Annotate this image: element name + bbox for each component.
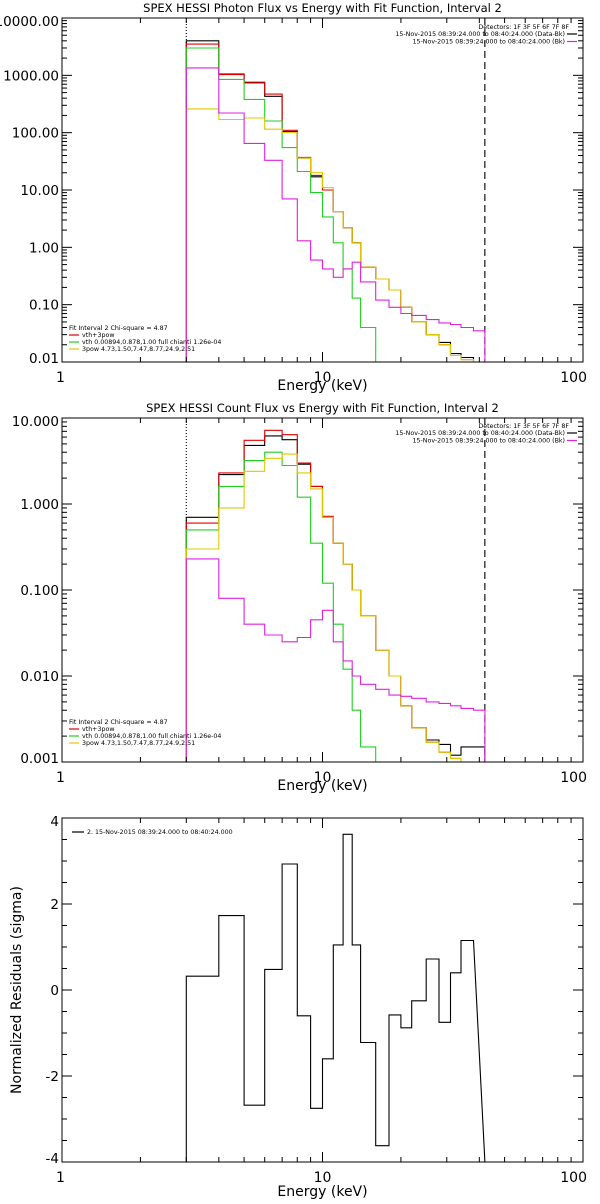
y-tick-label: 0 [50, 983, 59, 999]
x-axis-label: Energy (keV) [277, 778, 367, 794]
series-line-3 [185, 47, 485, 362]
x-axis-label: Energy (keV) [277, 378, 367, 394]
x-tick-label: 100 [560, 1170, 587, 1186]
y-axis: -4 -2 0 2 4 [46, 814, 583, 1167]
y-tick-label: 100.00 [12, 126, 59, 142]
legend-heading: Detectors: 1F 3F 5F 6F 7F 8F [478, 423, 569, 430]
legend-entry-label: vth 0.00894,0.878,1.00 full chianti 1.26… [82, 339, 221, 346]
chart-panel-3: 1 10 100 Energy (keV) -4 -2 0 2 4 Normalized Resi… [9, 814, 587, 1200]
series-line-5 [185, 67, 486, 362]
series-line-5 [185, 558, 486, 762]
legend-bottom: Fit Interval 2 Chi-square = 4.87vth+3pow… [69, 719, 221, 747]
y-axis-label: Normalized Residuals (sigma) [9, 886, 25, 1094]
chart-panel-1: SPEX HESSI Photon Flux vs Energy with Fi… [0, 1, 587, 394]
series-group [185, 418, 486, 762]
series-line-4 [185, 453, 485, 762]
x-tick-label: 10 [314, 370, 332, 386]
legend-top: Detectors: 1F 3F 5F 6F 7F 8F15-Nov-2015 … [395, 423, 577, 445]
x-tick-label: 10 [314, 770, 332, 786]
y-axis: 0.01 0.10 1.00 10.00 100.00 1000.00 10000.00 [0, 14, 583, 367]
y-tick-label: 0.01 [29, 351, 59, 367]
legend-entry-label: 3pow 4.73,1.50,7.47,8.77,24.9,2.51 [82, 346, 195, 353]
chart-panel-2: SPEX HESSI Count Flux vs Energy with Fit… [12, 401, 587, 794]
y-tick-label: -2 [46, 1069, 59, 1085]
legend-entry-label: vth+3pow [82, 726, 114, 733]
y-tick-label: 0.001 [20, 751, 59, 767]
legend-entry-label: 3pow 4.73,1.50,7.47,8.77,24.9,2.51 [82, 740, 195, 747]
y-tick-label: 4 [50, 814, 59, 830]
legend-heading: Detectors: 1F 3F 5F 6F 7F 8F [478, 24, 569, 31]
legend-entry-label: 15-Nov-2015 08:39:24.000 to 08:40:24.000… [412, 39, 565, 46]
y-tick-label: 0.010 [20, 669, 59, 685]
x-tick-label: 10 [314, 1170, 332, 1186]
chart-title: SPEX HESSI Count Flux vs Energy with Fit… [146, 401, 499, 415]
x-tick-label: 100 [560, 770, 587, 786]
legend-entry-label: 15-Nov-2015 08:39:24.000 to 08:40:24.000… [395, 430, 565, 437]
y-tick-label: 1.00 [29, 240, 59, 256]
legend-entry-label: 15-Nov-2015 08:39:24.000 to 08:40:24.000… [395, 31, 565, 38]
x-tick-label: 1 [56, 370, 65, 386]
series-group [185, 18, 486, 362]
x-axis-label: Energy (keV) [277, 1184, 367, 1200]
y-tick-label: 0.100 [20, 583, 59, 599]
x-tick-label: 1 [56, 770, 65, 786]
series-line-4 [185, 108, 485, 362]
x-tick-label: 100 [560, 370, 587, 386]
y-tick-label: 0.10 [29, 298, 59, 314]
legend-top: Detectors: 1F 3F 5F 6F 7F 8F15-Nov-2015 … [395, 24, 577, 46]
x-tick-label: 1 [56, 1170, 65, 1186]
y-tick-label: 10000.00 [0, 14, 59, 30]
legend-entry-label: vth+3pow [82, 332, 114, 339]
legend-entry-label: 15-Nov-2015 08:39:24.000 to 08:40:24.000… [412, 438, 565, 445]
y-axis: 0.001 0.010 0.100 1.000 10.000 [12, 414, 583, 767]
chart-title: SPEX HESSI Photon Flux vs Energy with Fi… [143, 1, 502, 15]
series-line-1 [185, 833, 486, 1162]
legend-entry-label: 2. 15-Nov-2015 08:39:24.000 to 08:40:24.… [87, 829, 233, 836]
series-group [185, 833, 486, 1162]
y-tick-label: -4 [46, 1151, 59, 1167]
legend-entry-label: vth 0.00894,0.878,1.00 full chianti 1.26… [82, 733, 221, 740]
x-axis: 1 10 100 [56, 18, 587, 386]
legend-heading: Fit Interval 2 Chi-square = 4.87 [69, 325, 168, 332]
x-axis: 1 10 100 [56, 818, 587, 1186]
y-tick-label: 10.000 [12, 414, 59, 430]
legend-heading: Fit Interval 2 Chi-square = 4.87 [69, 719, 168, 726]
legend-bottom: Fit Interval 2 Chi-square = 4.87vth+3pow… [69, 325, 221, 353]
y-tick-label: 1.000 [20, 497, 59, 513]
legend-top: 2. 15-Nov-2015 08:39:24.000 to 08:40:24.… [72, 829, 233, 836]
x-axis: 1 10 100 [56, 418, 587, 786]
y-tick-label: 10.00 [20, 183, 59, 199]
y-tick-label: 2 [50, 897, 59, 913]
y-tick-label: 1000.00 [3, 68, 59, 84]
